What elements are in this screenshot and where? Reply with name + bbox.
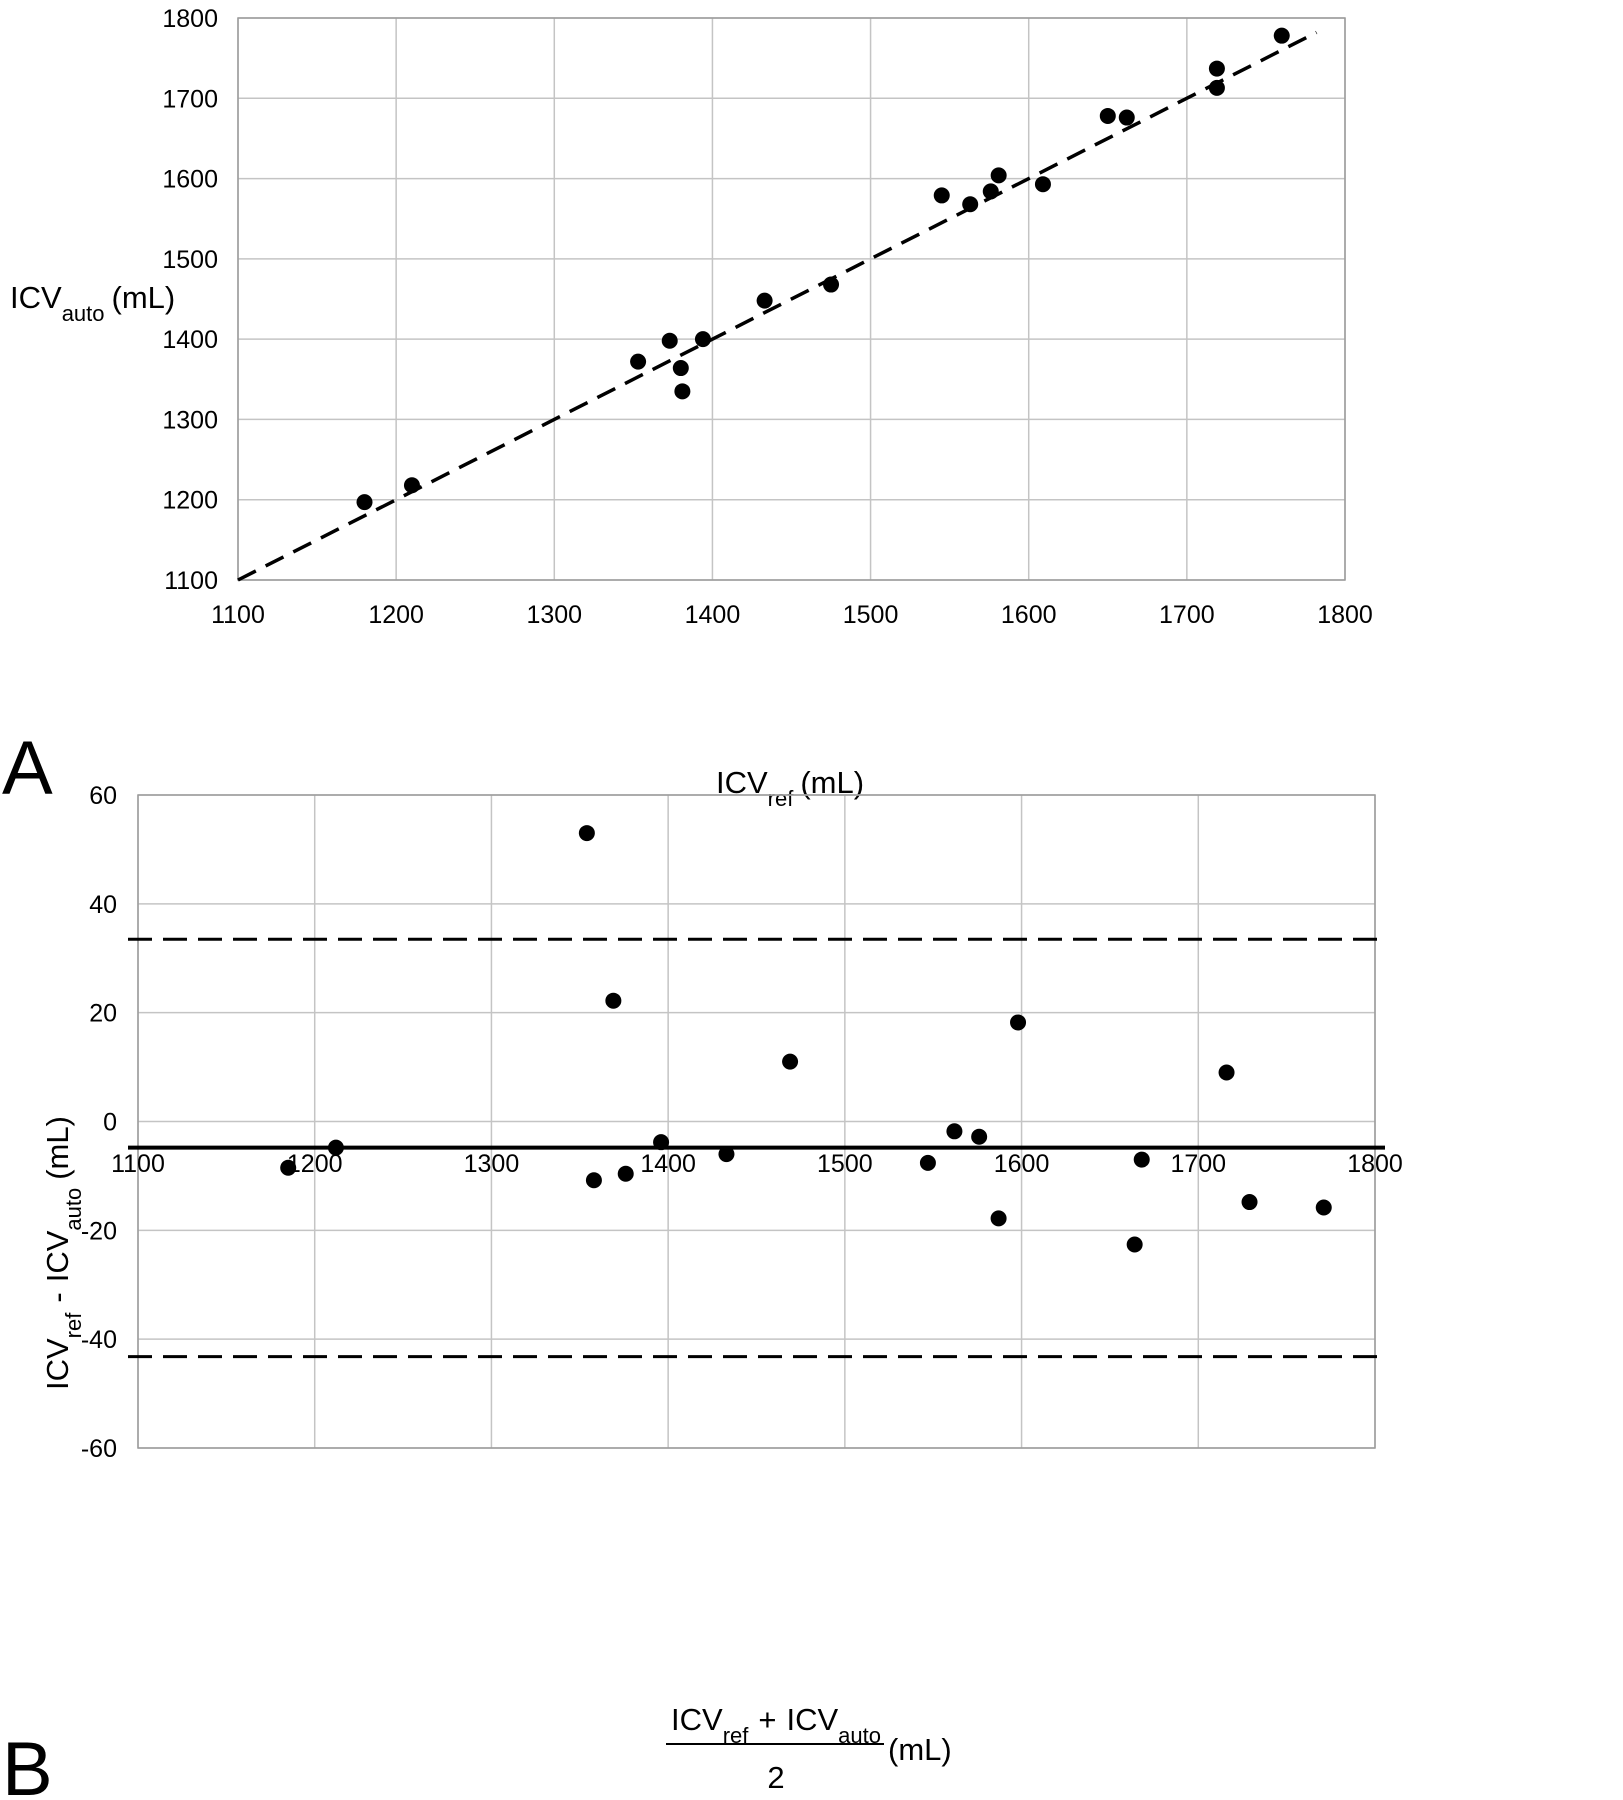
- panel-a-y-tick: 1200: [162, 487, 218, 515]
- panel-b-letter: B: [2, 1727, 53, 1800]
- panel-a-data-point: [661, 332, 678, 349]
- panel-b-data-point: [605, 992, 622, 1009]
- svg-text:2: 2: [767, 1760, 784, 1795]
- panel-b-data-point: [653, 1134, 670, 1151]
- panel-b-data-point: [919, 1154, 936, 1171]
- panel-a-data-point: [403, 477, 420, 494]
- svg-text:ICVref+ICVauto: ICVref + ICVauto: [671, 1702, 881, 1748]
- panel-a-data-point: [756, 292, 773, 309]
- panel-a-plot-frame: [237, 17, 1346, 581]
- panel-a-y-tick: 1500: [162, 246, 218, 274]
- panel-a-regression-line: [237, 30, 1318, 582]
- panel-b-data-point: [971, 1128, 988, 1145]
- panel-b-x-tick: 1500: [817, 1150, 873, 1178]
- panel-a-correlation-plot: 1100 1200 1300 1400 1500 1600 1700 1800 1100 120…: [2, 5, 1373, 811]
- panel-a-data-point: [933, 187, 950, 204]
- panel-a-data-point: [962, 196, 979, 213]
- panel-a-x-tick: 1600: [1001, 601, 1057, 629]
- panel-a-y-tick: 1800: [162, 5, 218, 33]
- panel-a-y-tick: 1700: [162, 85, 218, 113]
- panel-b-gridlines: [137, 794, 1376, 1449]
- panel-a-points: [356, 27, 1290, 511]
- panel-b-data-point: [280, 1159, 297, 1176]
- panel-b-data-point: [585, 1172, 602, 1189]
- panel-a-y-tick: 1400: [162, 326, 218, 354]
- panel-b-data-point: [1241, 1194, 1258, 1211]
- panel-b-plot-frame: [137, 794, 1376, 1449]
- panel-b-y-tick: 60: [89, 782, 117, 810]
- panel-b-points: [280, 825, 1332, 1253]
- panel-b-y-axis-label: ICVref-ICVauto(mL): [40, 1116, 86, 1390]
- panel-b-bland-altman-plot: 1100 1200 1300 1400 1500 1600 1700 1800 -60-40-…: [2, 782, 1403, 1800]
- panel-b-x-tick: 1100: [111, 1150, 165, 1178]
- panel-a-data-point: [823, 276, 840, 293]
- panel-a-x-tick: 1300: [526, 601, 582, 629]
- panel-b-data-point: [1133, 1151, 1150, 1168]
- panel-b-x-tick: 1800: [1347, 1150, 1403, 1178]
- panel-b-data-point: [578, 825, 595, 842]
- panel-a-y-tick: 1300: [162, 406, 218, 434]
- panel-b-y-tick: -60: [81, 1435, 117, 1463]
- panel-b-x-tick: 1400: [640, 1150, 696, 1178]
- panel-b-data-point: [782, 1053, 799, 1070]
- panel-b-y-tick: 0: [103, 1109, 117, 1137]
- panel-a-x-axis-label: ICVref (mL): [716, 765, 864, 811]
- panel-a-data-point: [1208, 79, 1225, 96]
- panel-a-data-point: [1099, 107, 1116, 124]
- panel-b-data-point: [1218, 1064, 1235, 1081]
- panel-b-x-tick: 1300: [464, 1150, 520, 1178]
- panel-b-y-tick: 20: [89, 1000, 117, 1028]
- panel-b-y-tick: -40: [81, 1326, 117, 1354]
- panel-a-x-tick-labels: 1100 1200 1300 1400 1500 1600 1700 1800: [211, 601, 1373, 629]
- panel-a-data-point: [1034, 176, 1051, 193]
- panel-b-x-tick: 1200: [287, 1150, 343, 1178]
- panel-b-data-point: [1315, 1199, 1332, 1216]
- panel-a-data-point: [674, 383, 691, 400]
- panel-a-x-tick: 1400: [685, 601, 741, 629]
- panel-a-data-point: [1118, 109, 1135, 126]
- panel-a-data-point: [694, 331, 711, 348]
- panel-a-data-point: [982, 183, 999, 200]
- panel-a-y-tick-labels: 1100 1200 1300 1400 1500 1600 1700 1800: [162, 5, 218, 595]
- panel-a-y-tick: 1600: [162, 166, 218, 194]
- panel-b-x-tick: 1600: [994, 1150, 1050, 1178]
- panel-a-gridlines: [237, 17, 1346, 581]
- panel-a-x-tick: 1700: [1159, 601, 1215, 629]
- panel-b-x-tick-labels: 1100 1200 1300 1400 1500 1600 1700 1800: [111, 1150, 1403, 1178]
- panel-a-y-tick: 1100: [164, 567, 218, 595]
- panel-a-data-point: [1208, 60, 1225, 77]
- panel-a-data-point: [672, 360, 689, 377]
- panel-b-y-tick: -20: [81, 1217, 117, 1245]
- panel-b-data-point: [1010, 1014, 1027, 1031]
- svg-text:(mL): (mL): [888, 1732, 952, 1767]
- panel-a-data-point: [630, 353, 647, 370]
- panel-a-x-tick: 1200: [368, 601, 424, 629]
- panel-b-data-point: [1126, 1236, 1143, 1253]
- panel-b-data-point: [946, 1123, 963, 1140]
- panel-a-y-axis-label: ICVauto (mL): [10, 280, 175, 326]
- panel-a-x-tick: 1500: [843, 601, 899, 629]
- panel-a-x-tick: 1100: [211, 601, 265, 629]
- panel-a-letter: A: [2, 726, 53, 811]
- panel-b-x-axis-label: ICVref + ICVauto 2 (mL): [666, 1702, 952, 1795]
- panel-a-data-point: [990, 167, 1007, 184]
- panel-b-y-tick-labels: -60 -40 -20 0 20 40 60: [81, 782, 117, 1463]
- panel-a-data-point: [356, 494, 373, 511]
- panel-b-data-point: [990, 1210, 1007, 1227]
- panel-b-y-tick: 40: [89, 891, 117, 919]
- panel-b-data-point: [327, 1139, 344, 1156]
- panel-b-data-point: [617, 1165, 634, 1182]
- panel-a-x-tick: 1800: [1317, 601, 1373, 629]
- panel-b-x-tick: 1700: [1170, 1150, 1226, 1178]
- panel-a-data-point: [1273, 27, 1290, 44]
- panel-b-data-point: [718, 1146, 735, 1163]
